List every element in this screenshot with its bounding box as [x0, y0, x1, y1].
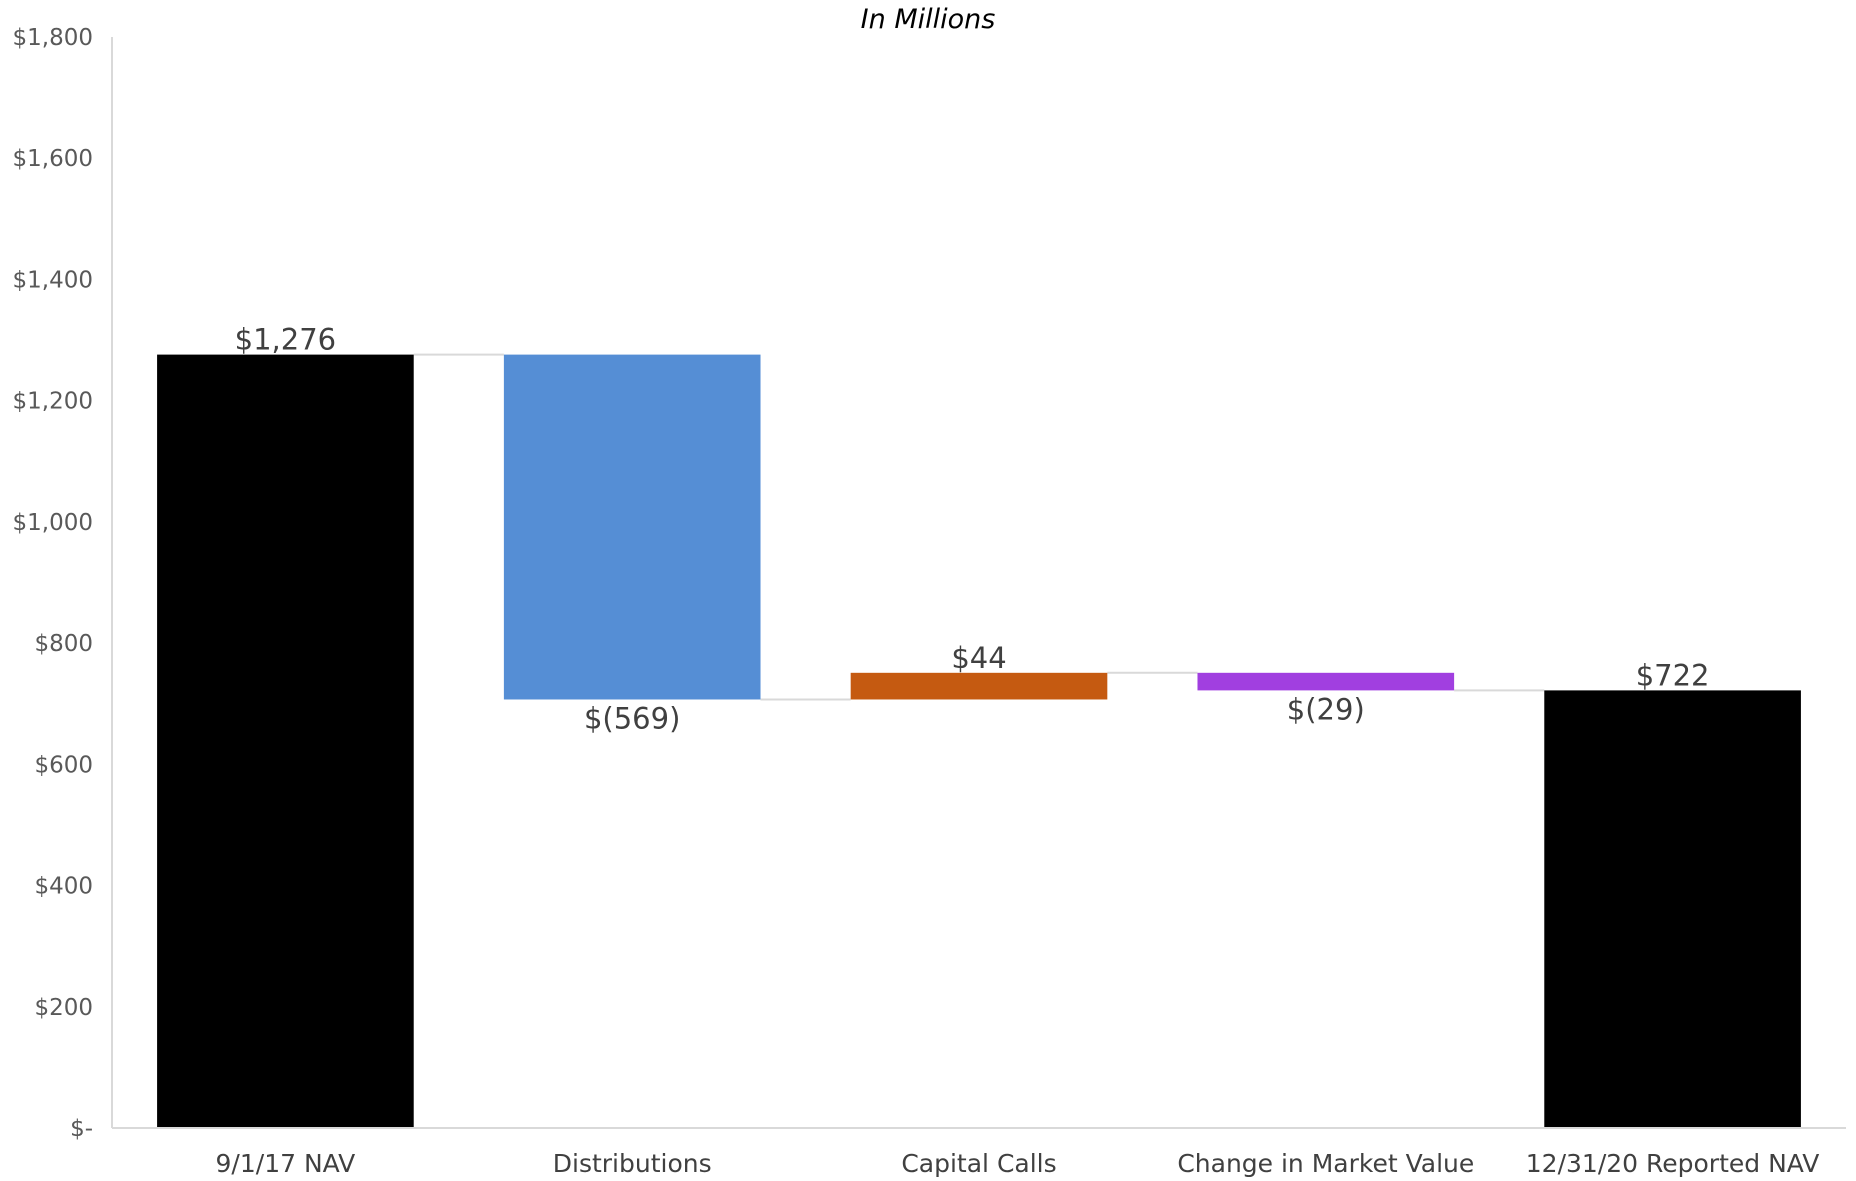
- bar-1: [503, 354, 761, 700]
- data-label: $1,276: [235, 323, 336, 357]
- bar-0: [157, 354, 414, 1128]
- data-label: $722: [1636, 658, 1710, 692]
- y-tick-label: $600: [34, 752, 93, 778]
- y-tick-label: $400: [34, 874, 93, 900]
- x-tick-label: 12/31/20 Reported NAV: [1526, 1149, 1820, 1178]
- y-tick-label: $1,800: [13, 25, 93, 51]
- x-tick-label: Capital Calls: [901, 1149, 1056, 1178]
- x-tick-label: Change in Market Value: [1177, 1149, 1474, 1178]
- x-tick-label: Distributions: [553, 1149, 712, 1178]
- y-tick-label: $1,000: [13, 510, 93, 536]
- y-tick-label: $1,400: [13, 267, 93, 293]
- data-label: $(29): [1287, 692, 1365, 726]
- y-tick-label: $-: [70, 1116, 93, 1142]
- y-tick-label: $800: [34, 631, 93, 657]
- x-axis-ticks: 9/1/17 NAV Distributions Capital Calls Chan…: [216, 1149, 1820, 1178]
- connector-lines: [413, 353, 1545, 701]
- bar-4: [1544, 690, 1801, 1128]
- chart-subtitle: In Millions: [861, 4, 996, 35]
- bar-3: [1197, 672, 1455, 691]
- data-labels: $1,276 $(569) $44 $(29) $722: [235, 323, 1710, 736]
- data-label: $44: [951, 641, 1006, 675]
- data-label: $(569): [584, 701, 680, 735]
- y-tick-label: $200: [34, 995, 93, 1021]
- y-axis-ticks: $- $200 $400 $600 $800 $1,000 $1,200 $1,400 $1,6…: [13, 25, 93, 1142]
- y-tick-label: $1,600: [13, 146, 93, 172]
- x-tick-label: 9/1/17 NAV: [216, 1149, 356, 1178]
- bars: [157, 354, 1801, 1128]
- y-tick-label: $1,200: [13, 389, 93, 415]
- bar-2: [850, 672, 1108, 700]
